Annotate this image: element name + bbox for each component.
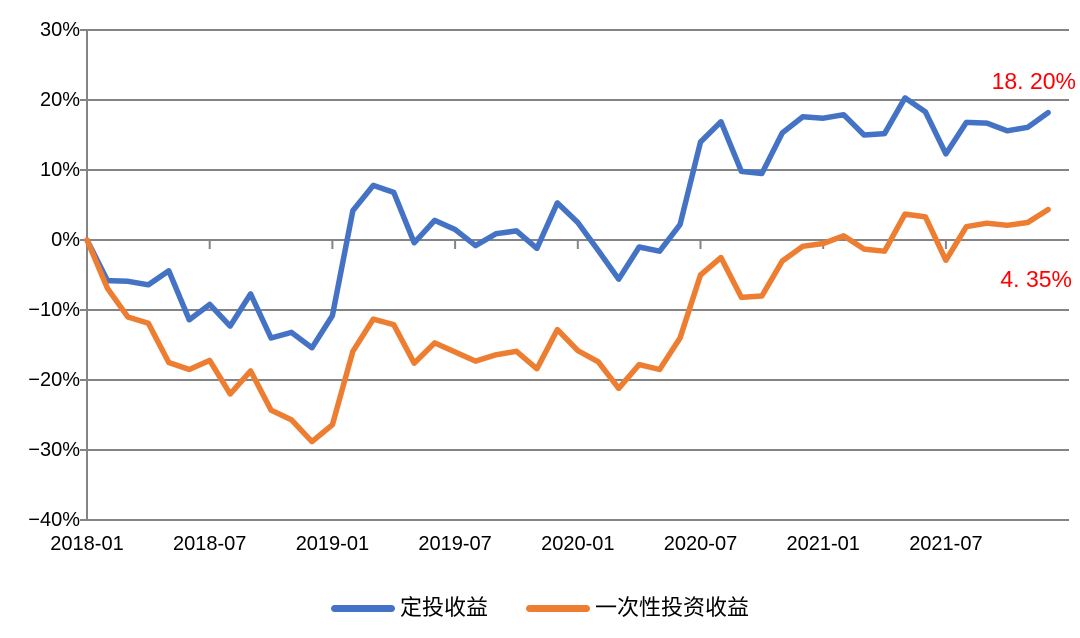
y-axis-label: 20% [39,89,80,111]
y-axis-label: −10% [28,299,80,321]
legend-item-orange: 一次性投资收益 [526,593,749,623]
x-axis-label: 2021-01 [786,533,860,555]
x-axis-label: 2021-07 [909,533,983,555]
y-axis-label: 30% [39,19,80,41]
y-axis-label: 10% [39,159,80,181]
orange-line-swatch-icon [526,604,590,612]
y-axis-label: −20% [28,369,80,391]
y-axis-label: 0% [51,229,80,251]
x-axis-label: 2020-07 [663,533,738,555]
x-axis-label: 2018-01 [50,533,124,555]
legend: 定投收益 一次性投资收益 [0,590,1080,626]
y-axis-label: −30% [28,439,80,461]
x-axis-label: 2020-01 [541,533,615,555]
legend-label: 一次性投资收益 [595,595,750,620]
final-value-label-blue: 18. 20% [991,68,1076,94]
final-value-label-orange: 4. 35% [1000,266,1072,292]
y-axis-label: −40% [28,509,80,531]
legend-label: 定投收益 [399,595,488,620]
blue-line-swatch-icon [330,604,395,612]
x-axis-label: 2019-07 [418,533,492,555]
legend-item-blue: 定投收益 [330,593,488,623]
x-axis-label: 2019-01 [295,533,370,555]
x-axis-label: 2018-07 [172,533,247,555]
